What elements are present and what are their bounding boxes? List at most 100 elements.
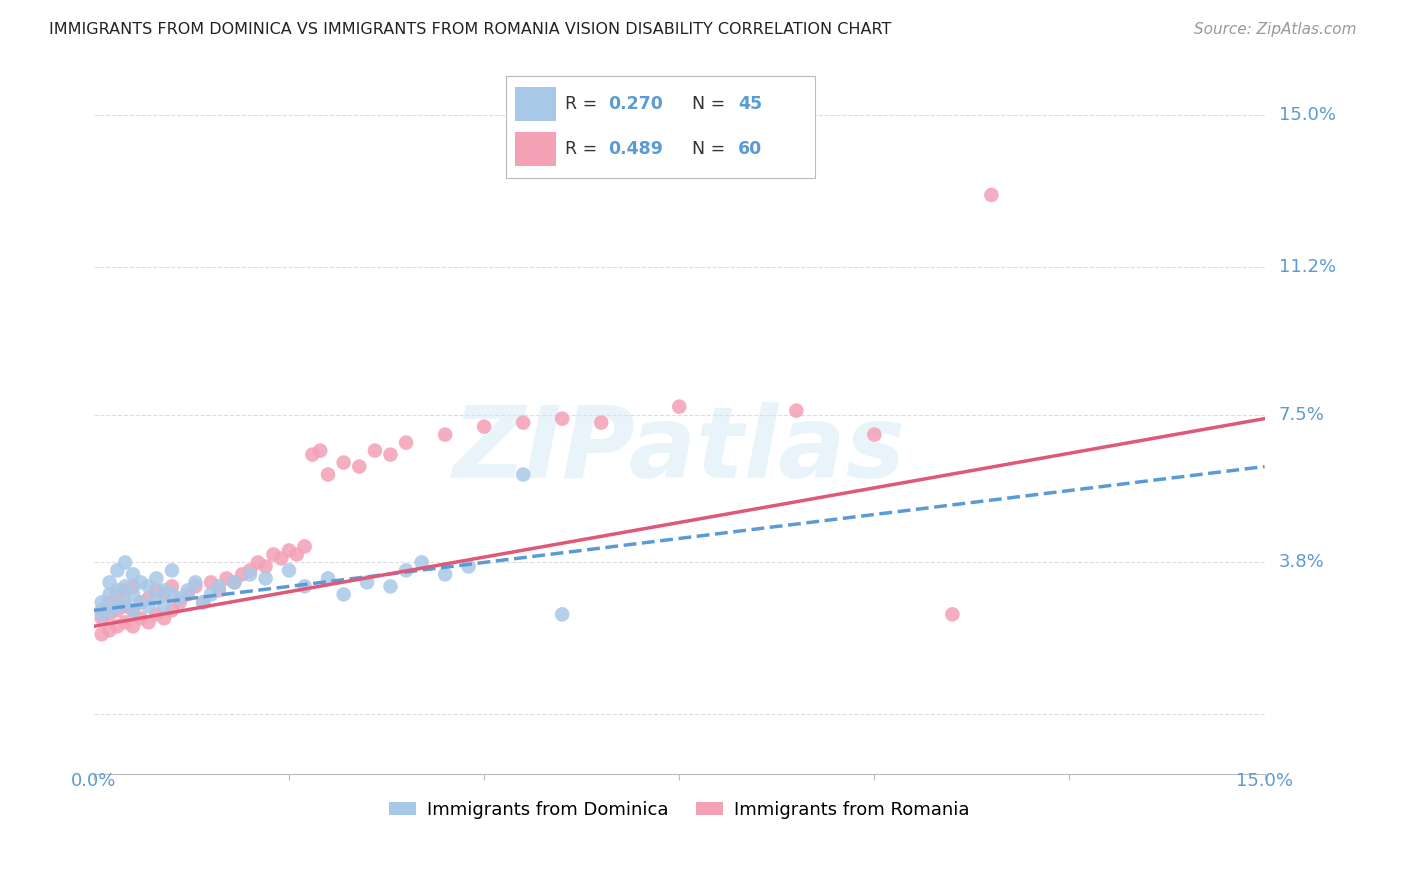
Point	[98, 575, 121, 590]
Point	[105, 603, 128, 617]
Point	[114, 583, 136, 598]
Point	[98, 587, 121, 601]
Point	[254, 571, 277, 585]
Text: R =: R =	[565, 95, 603, 113]
Point	[105, 587, 128, 601]
Point	[215, 571, 238, 585]
Text: 7.5%: 7.5%	[1278, 406, 1324, 424]
Point	[472, 419, 495, 434]
Text: ZIPatlas: ZIPatlas	[453, 402, 905, 500]
Point	[98, 603, 121, 617]
Point	[262, 548, 284, 562]
Point	[184, 575, 207, 590]
Point	[153, 583, 176, 598]
Point	[193, 595, 215, 609]
Point	[138, 591, 160, 606]
Point	[145, 571, 167, 585]
Point	[285, 548, 308, 562]
Point	[90, 611, 112, 625]
Point	[169, 595, 191, 609]
Point	[114, 579, 136, 593]
Point	[294, 540, 316, 554]
Point	[122, 603, 145, 617]
Point	[160, 563, 183, 577]
Text: 0.0%: 0.0%	[72, 772, 117, 790]
Point	[105, 563, 128, 577]
Point	[105, 619, 128, 633]
Point	[785, 403, 807, 417]
Point	[160, 579, 183, 593]
Point	[551, 607, 574, 622]
Point	[122, 579, 145, 593]
Point	[122, 603, 145, 617]
Point	[224, 575, 246, 590]
Point	[411, 556, 433, 570]
Point	[551, 411, 574, 425]
Point	[105, 583, 128, 598]
Point	[863, 427, 886, 442]
Point	[90, 607, 112, 622]
Text: 3.8%: 3.8%	[1278, 553, 1324, 572]
Text: 15.0%: 15.0%	[1278, 106, 1336, 124]
Point	[193, 595, 215, 609]
Point	[98, 595, 121, 609]
Text: Source: ZipAtlas.com: Source: ZipAtlas.com	[1194, 22, 1357, 37]
Point	[395, 435, 418, 450]
Point	[434, 427, 457, 442]
Point	[208, 583, 231, 598]
Point	[200, 587, 222, 601]
Text: IMMIGRANTS FROM DOMINICA VS IMMIGRANTS FROM ROMANIA VISION DISABILITY CORRELATIO: IMMIGRANTS FROM DOMINICA VS IMMIGRANTS F…	[49, 22, 891, 37]
Text: N =: N =	[692, 95, 731, 113]
Point	[122, 619, 145, 633]
Point	[278, 543, 301, 558]
Point	[138, 579, 160, 593]
Point	[239, 567, 262, 582]
Point	[380, 448, 402, 462]
Point	[301, 448, 323, 462]
Point	[254, 559, 277, 574]
Point	[114, 556, 136, 570]
Point	[395, 563, 418, 577]
Point	[129, 575, 152, 590]
Point	[184, 579, 207, 593]
Point	[90, 627, 112, 641]
Legend: Immigrants from Dominica, Immigrants from Romania: Immigrants from Dominica, Immigrants fro…	[382, 794, 976, 826]
Point	[114, 615, 136, 630]
Point	[239, 563, 262, 577]
Point	[246, 556, 269, 570]
Point	[160, 603, 183, 617]
Point	[153, 611, 176, 625]
Point	[294, 579, 316, 593]
Bar	[516, 132, 555, 166]
Point	[309, 443, 332, 458]
Point	[364, 443, 387, 458]
Point	[145, 607, 167, 622]
Point	[122, 567, 145, 582]
Text: R =: R =	[565, 140, 603, 158]
Point	[270, 551, 292, 566]
Point	[980, 188, 1002, 202]
Point	[380, 579, 402, 593]
Point	[224, 575, 246, 590]
Point	[356, 575, 378, 590]
Point	[941, 607, 963, 622]
Point	[316, 571, 339, 585]
Text: 45: 45	[738, 95, 762, 113]
Point	[434, 567, 457, 582]
Point	[160, 587, 183, 601]
Text: 15.0%: 15.0%	[1236, 772, 1294, 790]
Point	[145, 591, 167, 606]
Point	[114, 599, 136, 614]
Text: 60: 60	[738, 140, 762, 158]
Point	[668, 400, 690, 414]
Point	[349, 459, 371, 474]
Point	[153, 587, 176, 601]
Point	[176, 587, 198, 601]
Point	[129, 595, 152, 609]
Point	[176, 583, 198, 598]
Point	[153, 599, 176, 614]
Point	[208, 579, 231, 593]
Point	[457, 559, 479, 574]
Point	[138, 615, 160, 630]
Point	[129, 595, 152, 609]
